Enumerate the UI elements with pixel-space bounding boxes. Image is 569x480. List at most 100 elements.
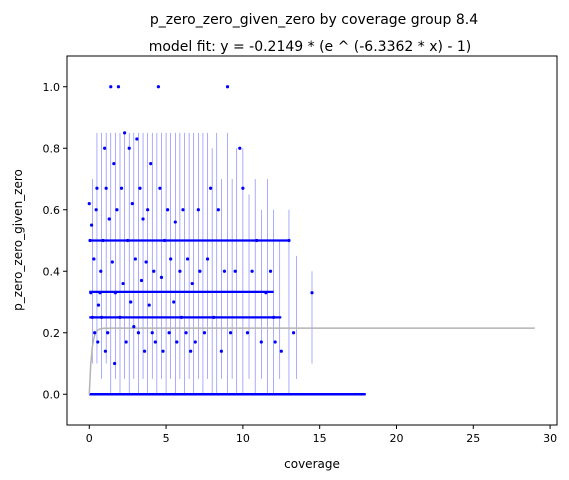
scatter-point	[184, 331, 188, 335]
y-tick-label: 1.0	[43, 81, 61, 94]
scatter-point	[178, 269, 182, 273]
scatter-point	[279, 349, 283, 353]
scatter-point	[169, 257, 173, 261]
scatter-point	[238, 146, 242, 150]
scatter-point	[96, 340, 100, 344]
scatter-point	[106, 331, 110, 335]
scatter-point	[129, 300, 133, 304]
scatter-point	[88, 238, 92, 243]
scatter-point	[193, 340, 197, 344]
y-tick-label: 0.4	[43, 265, 61, 278]
scatter-point	[118, 315, 122, 319]
chart-subtitle: model fit: y = -0.2149 * (e ^ (-6.3362 *…	[149, 39, 472, 55]
scatter-point	[99, 315, 104, 319]
scatter-point	[162, 238, 167, 243]
scatter-point	[92, 257, 96, 261]
scatter-point	[166, 208, 170, 212]
scatter-point	[190, 281, 194, 286]
scatter-point	[225, 85, 230, 89]
y-tick-label: 0.8	[43, 142, 61, 155]
scatter-point	[205, 257, 210, 261]
scatter-point	[142, 349, 147, 353]
scatter-point	[132, 325, 136, 329]
scatter-point	[123, 131, 127, 135]
scatter-point	[245, 331, 250, 335]
scatter-point	[167, 331, 171, 335]
scatter-point	[259, 340, 263, 344]
scatter-point	[173, 220, 177, 224]
scatter-point	[98, 291, 102, 295]
scatter-point	[89, 223, 94, 227]
x-axis-label: coverage	[284, 457, 340, 471]
scatter-point	[116, 85, 121, 89]
scatter-point	[103, 349, 108, 353]
scatter-point	[159, 275, 164, 279]
y-axis-ticks: 0.0 0.2 0.4 0.6 0.8 1.0	[43, 81, 67, 401]
scatter-point	[156, 85, 160, 89]
scatter-point	[185, 257, 190, 261]
scatter-point	[90, 315, 94, 319]
scatter-point	[172, 300, 176, 304]
scatter-point	[121, 281, 125, 286]
scatter-point	[113, 291, 117, 295]
scatter-point	[209, 186, 213, 190]
scatter-point	[95, 186, 99, 190]
scatter-point	[87, 202, 91, 206]
scatter-point	[161, 349, 165, 353]
scatter-point	[153, 340, 157, 344]
scatter-point	[133, 257, 137, 261]
scatter-point	[103, 146, 107, 150]
axes-frame	[66, 55, 558, 426]
scatter-point	[107, 217, 111, 221]
x-tick-label: 5	[163, 432, 170, 445]
scatter-point	[126, 238, 130, 243]
scatter-point	[241, 186, 245, 190]
scatter-point	[99, 269, 103, 273]
scatter-point	[110, 260, 114, 264]
scatter-point	[113, 361, 117, 366]
scatter-point	[101, 238, 105, 243]
x-tick-label: 0	[86, 432, 93, 445]
scatter-point	[228, 331, 233, 335]
x-axis-ticks: 0 5 10 15 20 25 30	[86, 425, 557, 445]
scatter-point	[115, 208, 119, 212]
scatter-point	[189, 349, 193, 353]
y-tick-label: 0.6	[43, 204, 61, 217]
scatter-point	[93, 331, 97, 335]
y-tick-label: 0.0	[43, 388, 61, 401]
scatter-point	[233, 269, 237, 273]
x-tick-label: 20	[389, 432, 403, 445]
scatter-point	[89, 291, 93, 295]
scatter-point	[104, 186, 108, 190]
scatter-point	[291, 331, 296, 335]
x-tick-label: 10	[236, 432, 250, 445]
scatter-point	[273, 340, 277, 344]
scatter-point	[136, 331, 141, 335]
chart-title: p_zero_zero_given_zero by coverage group…	[150, 12, 478, 28]
scatter-point	[94, 208, 98, 212]
scatter-point	[147, 303, 151, 307]
scatter-point	[150, 331, 154, 335]
scatter-point	[255, 238, 259, 243]
y-tick-label: 0.2	[43, 327, 61, 340]
scatter-point	[271, 315, 276, 319]
scatter-point	[149, 162, 153, 166]
scatter-point	[250, 269, 254, 273]
x-tick-label: 15	[313, 432, 327, 445]
fit-curve	[88, 327, 535, 395]
scatter-point	[146, 208, 150, 212]
scatter-point	[222, 269, 227, 273]
scatter-point	[96, 303, 101, 307]
plot-area	[87, 85, 535, 396]
scatter-point	[310, 291, 314, 295]
scatter-point	[112, 162, 116, 166]
scatter-point	[124, 340, 128, 344]
scatter-point	[287, 238, 291, 243]
scatter-point	[135, 137, 139, 141]
scatter-point	[181, 208, 185, 212]
scatter-point	[138, 186, 142, 190]
scatter-points	[87, 85, 314, 366]
x-tick-label: 25	[466, 432, 480, 445]
scatter-point	[219, 349, 223, 353]
